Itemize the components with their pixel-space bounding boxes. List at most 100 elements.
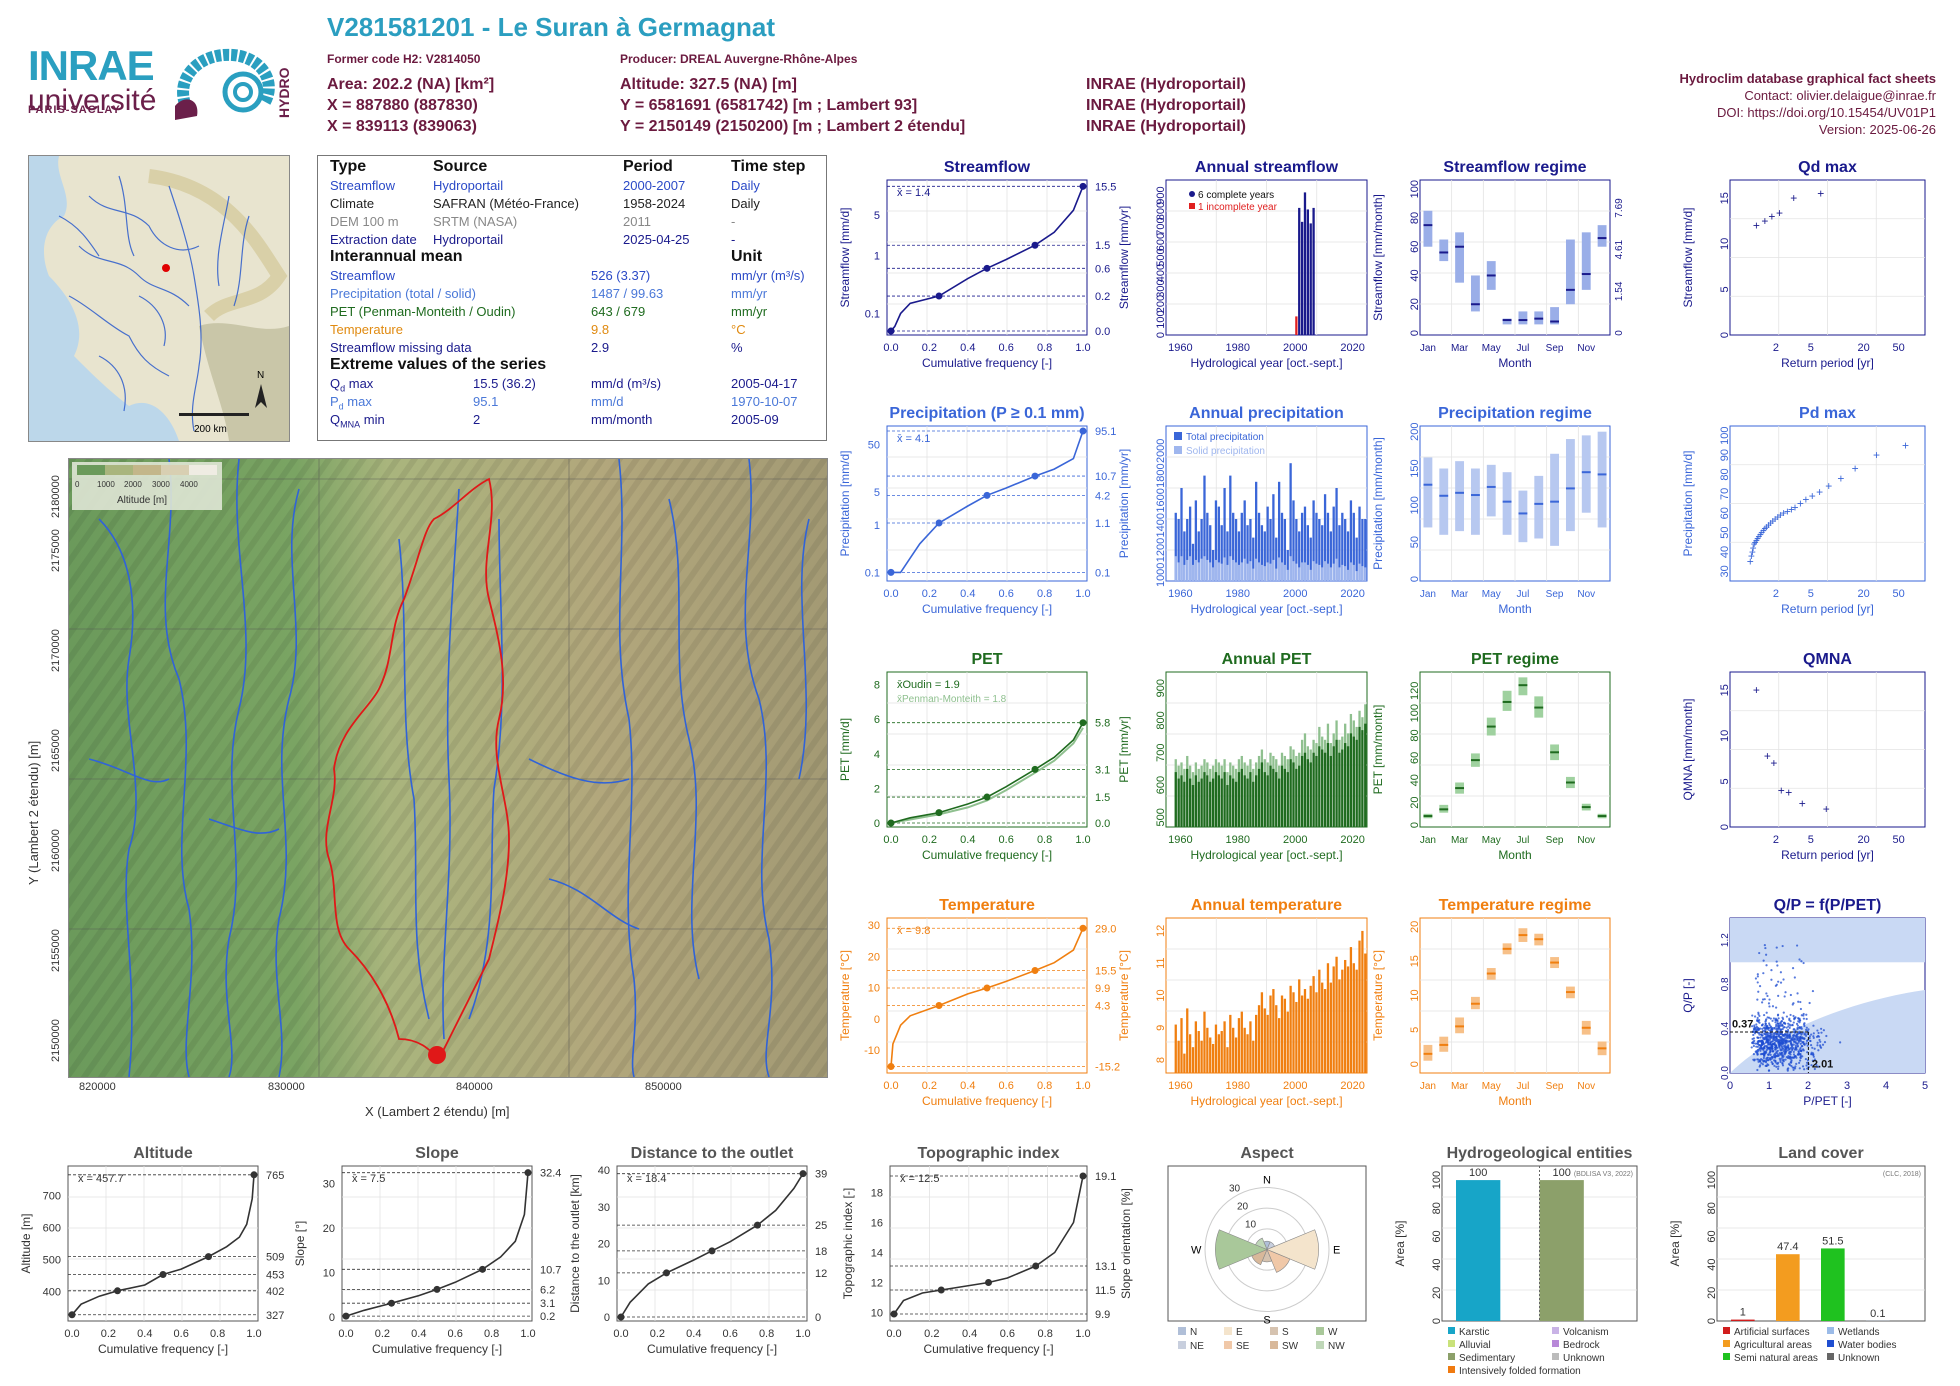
topographic-xtick: 0.8: [1038, 1328, 1053, 1340]
pet-ylabel: PET [mm/d]: [838, 718, 852, 781]
annual_precipitation-solid-bar: [1197, 562, 1200, 581]
qmna-xtick: 20: [1858, 834, 1870, 846]
qd_max-point: +: [1753, 219, 1760, 233]
qp_ppet-point: [1792, 1028, 1795, 1031]
qp_ppet-point: [1794, 1029, 1797, 1032]
qp_ppet-point: [1816, 1041, 1819, 1044]
streamflow_regime-month-tick: Nov: [1577, 343, 1595, 354]
pet-mean-label-2: x̄Penman-Monteith = 1.8: [897, 694, 1007, 705]
qp_ppet-point: [1816, 1044, 1819, 1047]
qp_ppet-point: [1811, 989, 1815, 993]
qd_max-xlabel: Return period [yr]: [1781, 356, 1874, 370]
qp_ppet-point: [1809, 1039, 1812, 1043]
annual_temperature-bar: [1191, 1047, 1195, 1073]
qp_ppet-point: [1818, 1038, 1821, 1042]
annual_pet-bar: [1177, 778, 1180, 827]
annual_precipitation-solid-bar: [1306, 564, 1309, 581]
row-streamflow-type: Streamflow: [330, 178, 396, 193]
qp_ppet-point: [1798, 958, 1801, 961]
qp_ppet-point: [1797, 1053, 1800, 1056]
precipitation_regime-month-tick: Sep: [1546, 589, 1564, 600]
annual_precipitation-solid-bar: [1269, 563, 1272, 581]
annual_precipitation-solid-bar: [1232, 559, 1235, 581]
pet-ytick: 8: [874, 680, 880, 692]
altitude-xtick: 0.6: [174, 1328, 189, 1340]
qp_ppet-point: [1753, 1024, 1756, 1027]
land_cover-ytick: 60: [1706, 1230, 1718, 1242]
qp_ppet-point: [1790, 1045, 1794, 1049]
annual_pet-bar: [1226, 785, 1229, 827]
streamflow-xtick: 0.6: [999, 342, 1014, 354]
streamflow_regime-box: [1518, 311, 1528, 325]
qp_ppet-point: [1783, 1048, 1786, 1052]
qp_ppet-point: [1807, 1028, 1810, 1031]
annual_streamflow-ytick: 700: [1155, 217, 1167, 235]
annual_precipitation-bar: [1257, 512, 1261, 581]
france-overview-map: N 200 km: [28, 155, 290, 442]
qp_ppet-annot-y: 0.37: [1732, 1019, 1753, 1031]
land_cover-legend-label: Water bodies: [1838, 1340, 1897, 1351]
annual_precipitation-solid-bar: [1260, 564, 1264, 581]
precipitation_regime-chart: Precipitation regime Month Precipitation […: [1371, 405, 1611, 616]
extreme-qmna-date: 2005-09: [731, 412, 779, 427]
land_cover-bar-label: 1: [1740, 1307, 1746, 1319]
qp_ppet-point: [1781, 1041, 1784, 1044]
annual_precipitation-bar: [1174, 512, 1177, 581]
qp_ppet-point: [1793, 976, 1796, 979]
annual_precipitation-bar: [1272, 494, 1275, 581]
annual_pet-bar: [1275, 772, 1278, 827]
qp_ppet-point: [1758, 1014, 1761, 1018]
qp_ppet-point: [1781, 944, 1784, 948]
qp_ppet-point: [1761, 1043, 1764, 1046]
annual_pet-bar: [1197, 781, 1200, 827]
qp_ppet-point: [1802, 1012, 1805, 1016]
pet-xlabel: Cumulative frequency [-]: [922, 848, 1052, 862]
pd_max-ytick: 100: [1719, 427, 1731, 445]
qp_ppet-point: [1798, 1048, 1801, 1051]
temperature_regime-ylabel: Temperature [°C]: [1371, 950, 1385, 1041]
annual_temperature-bar: [1211, 1043, 1215, 1073]
qp_ppet-point: [1777, 1017, 1780, 1020]
qp_ppet-point: [1755, 1050, 1758, 1053]
annual_pet-bar: [1361, 730, 1364, 827]
annual_precipitation-bar: [1217, 506, 1220, 581]
annual_pet-bar: [1266, 775, 1269, 827]
qp_ppet-point: [1780, 1057, 1783, 1060]
qp_ppet-point: [1765, 992, 1768, 995]
pd_max-point: +: [1780, 506, 1787, 520]
pet-quantile-point: [1031, 765, 1039, 773]
qp_ppet-point: [1825, 1034, 1828, 1038]
annual_precipitation-solid-bar: [1223, 557, 1226, 581]
altitude-ylabel: Altitude [m]: [19, 1213, 33, 1273]
qd_max-point: +: [1761, 214, 1768, 228]
precipitation-xtick: 0.4: [960, 588, 975, 600]
altitude-mean-label: x̄ = 457.7: [78, 1173, 124, 1185]
qp_ppet-point: [1772, 1042, 1775, 1046]
doi-link[interactable]: DOI: https://doi.org/10.15454/UV01P1: [1717, 105, 1936, 120]
row-extraction-step: -: [731, 232, 736, 247]
qp_ppet-point: [1789, 1013, 1792, 1017]
slope-xtick: 0.4: [411, 1328, 426, 1340]
qp_ppet-point: [1789, 1041, 1793, 1044]
qp_ppet-point: [1775, 1036, 1778, 1039]
aspect-legend-marker: [1270, 1327, 1278, 1335]
row-climate-type: Climate: [330, 196, 375, 211]
annual_streamflow-ytick: 900: [1155, 186, 1167, 204]
streamflow_regime-month-tick: Jan: [1420, 343, 1436, 354]
qp_ppet-point: [1773, 1033, 1776, 1036]
annual_temperature-bar: [1318, 969, 1321, 1073]
qp_ppet-point: [1756, 1045, 1759, 1048]
annual_temperature-bar: [1255, 1014, 1258, 1073]
hydrogeology-legend-marker: [1448, 1353, 1455, 1360]
streamflow-ytick: 5: [874, 210, 880, 222]
station-location-marker: [162, 264, 170, 272]
qp_ppet-point: [1777, 1040, 1781, 1044]
qp_ppet-point: [1756, 973, 1759, 976]
annual_pet-bar: [1211, 778, 1215, 827]
land_cover-legend-label: Wetlands: [1838, 1327, 1880, 1338]
annual_precipitation-solid-bar: [1209, 562, 1212, 581]
slope-quantile-point: [524, 1169, 532, 1177]
altitude-ytick: 500: [43, 1254, 61, 1266]
streamflow-quantile-point: [1079, 182, 1087, 190]
hydrogeology-ytick: 0: [1431, 1318, 1443, 1324]
